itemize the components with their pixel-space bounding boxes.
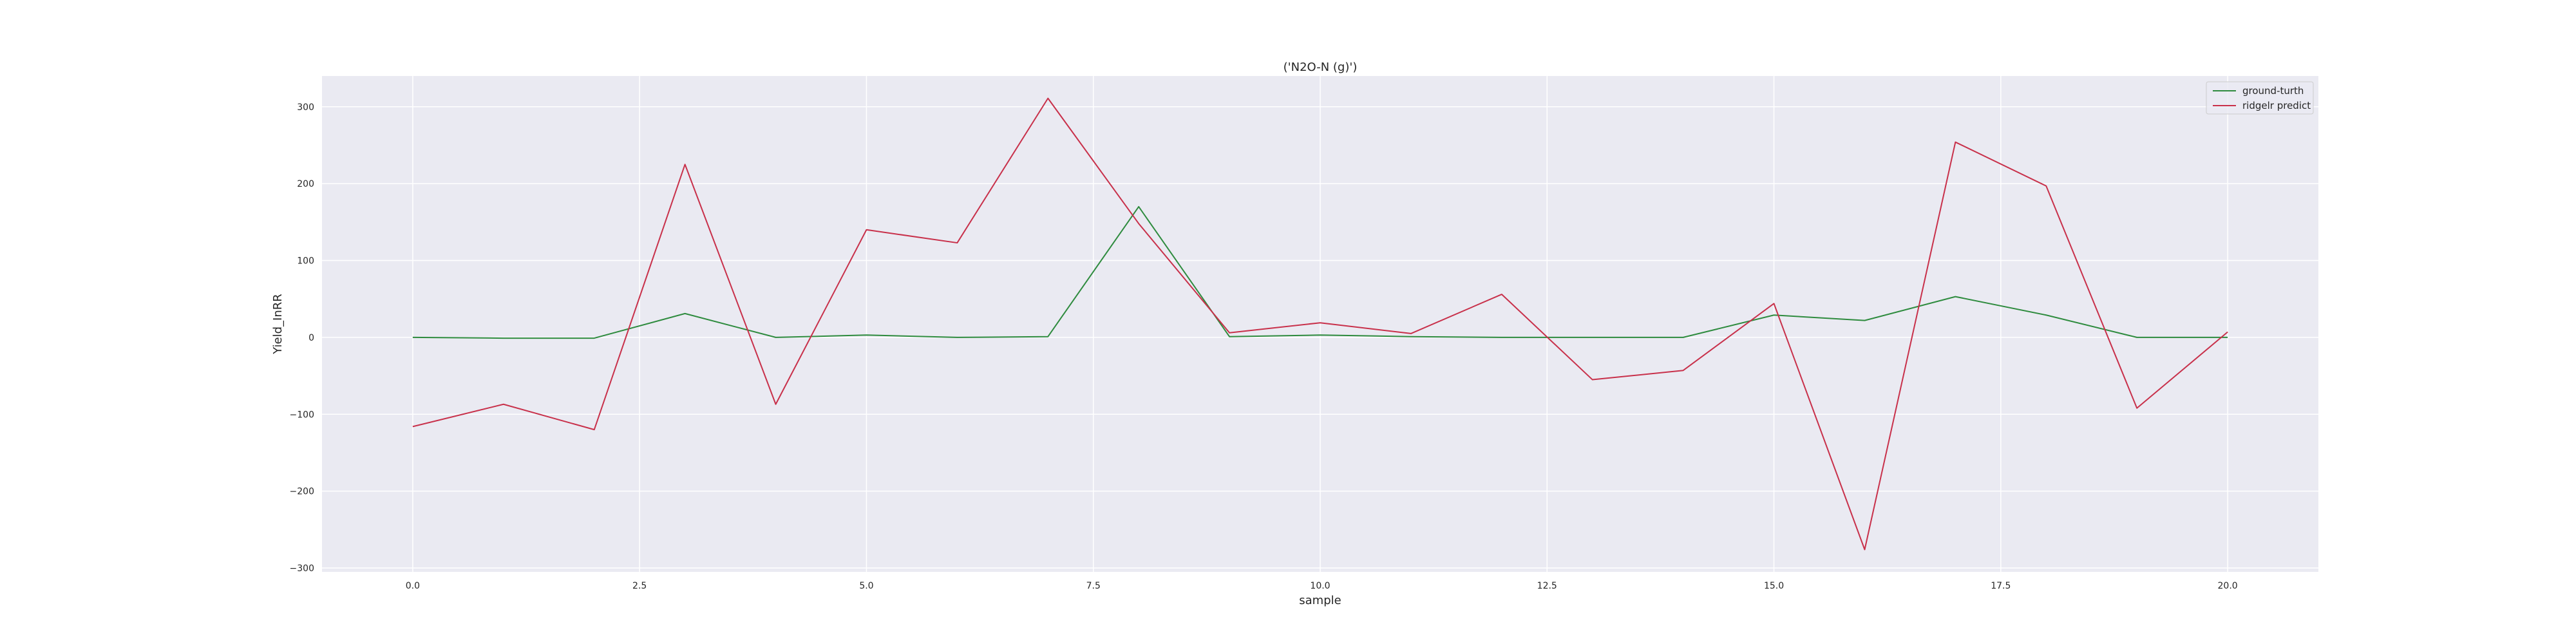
y-tick-label: −100 — [290, 410, 314, 420]
chart-title: ('N2O-N (g)') — [1283, 61, 1358, 74]
series-layer — [412, 97, 2228, 551]
y-axis-ticks: −300 −200 −100 0 100 200 300 — [290, 102, 314, 574]
series-line-ridgelr-predict — [412, 97, 2228, 551]
legend-label-ground-turth: ground-turth — [2242, 85, 2304, 97]
series-line-ground-turth — [412, 205, 2228, 339]
x-tick-label: 5.0 — [859, 581, 873, 591]
x-tick-label: 12.5 — [1537, 581, 1557, 591]
y-tick-label: −300 — [290, 564, 314, 574]
legend-label-ridgelr-predict: ridgelr predict — [2242, 100, 2311, 111]
x-tick-label: 2.5 — [632, 581, 647, 591]
y-tick-label: −200 — [290, 487, 314, 497]
x-tick-label: 10.0 — [1310, 581, 1330, 591]
y-axis-label: Yield_InRR — [271, 294, 285, 355]
grid-lines — [322, 76, 2318, 572]
legend: ground-turth ridgelr predict — [2206, 81, 2314, 115]
x-tick-label: 20.0 — [2218, 581, 2238, 591]
y-tick-label: 0 — [308, 333, 314, 343]
y-tick-label: 100 — [297, 256, 314, 267]
y-tick-label: 200 — [297, 179, 314, 189]
x-tick-label: 17.5 — [1991, 581, 2011, 591]
x-tick-label: 0.0 — [406, 581, 420, 591]
x-tick-label: 7.5 — [1086, 581, 1101, 591]
y-tick-label: 300 — [297, 102, 314, 113]
x-tick-label: 15.0 — [1764, 581, 1784, 591]
x-axis-ticks: 0.0 2.5 5.0 7.5 10.0 12.5 15.0 17.5 20.0 — [406, 581, 2238, 591]
x-axis-label: sample — [1299, 594, 1341, 607]
